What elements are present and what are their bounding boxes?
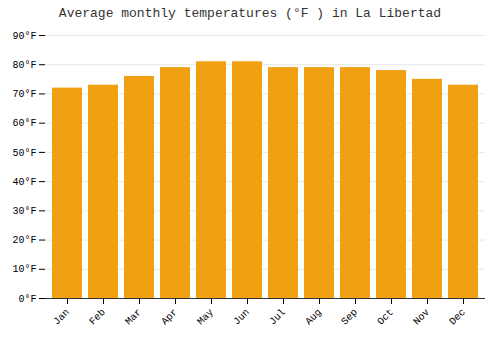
html-text:Average monthly temperatures (: Average monthly temperatures (°F ) in La… bbox=[58, 6, 442, 21]
svg-text:20°F: 20°F bbox=[12, 235, 36, 246]
svg-text:Nov: Nov bbox=[411, 307, 432, 328]
svg-text:Jul: Jul bbox=[267, 307, 288, 328]
svg-text:0°F: 0°F bbox=[18, 294, 36, 305]
svg-text:40°F: 40°F bbox=[12, 177, 36, 188]
svg-text:May: May bbox=[195, 307, 216, 328]
svg-text:80°F: 80°F bbox=[12, 60, 36, 71]
svg-text:Jun: Jun bbox=[231, 307, 252, 328]
svg-text:50°F: 50°F bbox=[12, 148, 36, 159]
svg-text:60°F: 60°F bbox=[12, 118, 36, 129]
svg-text:Mar: Mar bbox=[123, 307, 144, 328]
svg-text:10°F: 10°F bbox=[12, 264, 36, 275]
svg-text:Sep: Sep bbox=[339, 307, 360, 328]
svg-text:Jan: Jan bbox=[51, 307, 72, 328]
svg-text:Apr: Apr bbox=[159, 307, 180, 328]
svg-text:Aug: Aug bbox=[303, 307, 324, 328]
svg-text:Oct: Oct bbox=[375, 307, 396, 328]
svg-text:Feb: Feb bbox=[87, 307, 108, 328]
svg-text:70°F: 70°F bbox=[12, 89, 36, 100]
svg-text:90°F: 90°F bbox=[12, 31, 36, 42]
svg-text:30°F: 30°F bbox=[12, 206, 36, 217]
svg-text:Dec: Dec bbox=[447, 307, 468, 328]
